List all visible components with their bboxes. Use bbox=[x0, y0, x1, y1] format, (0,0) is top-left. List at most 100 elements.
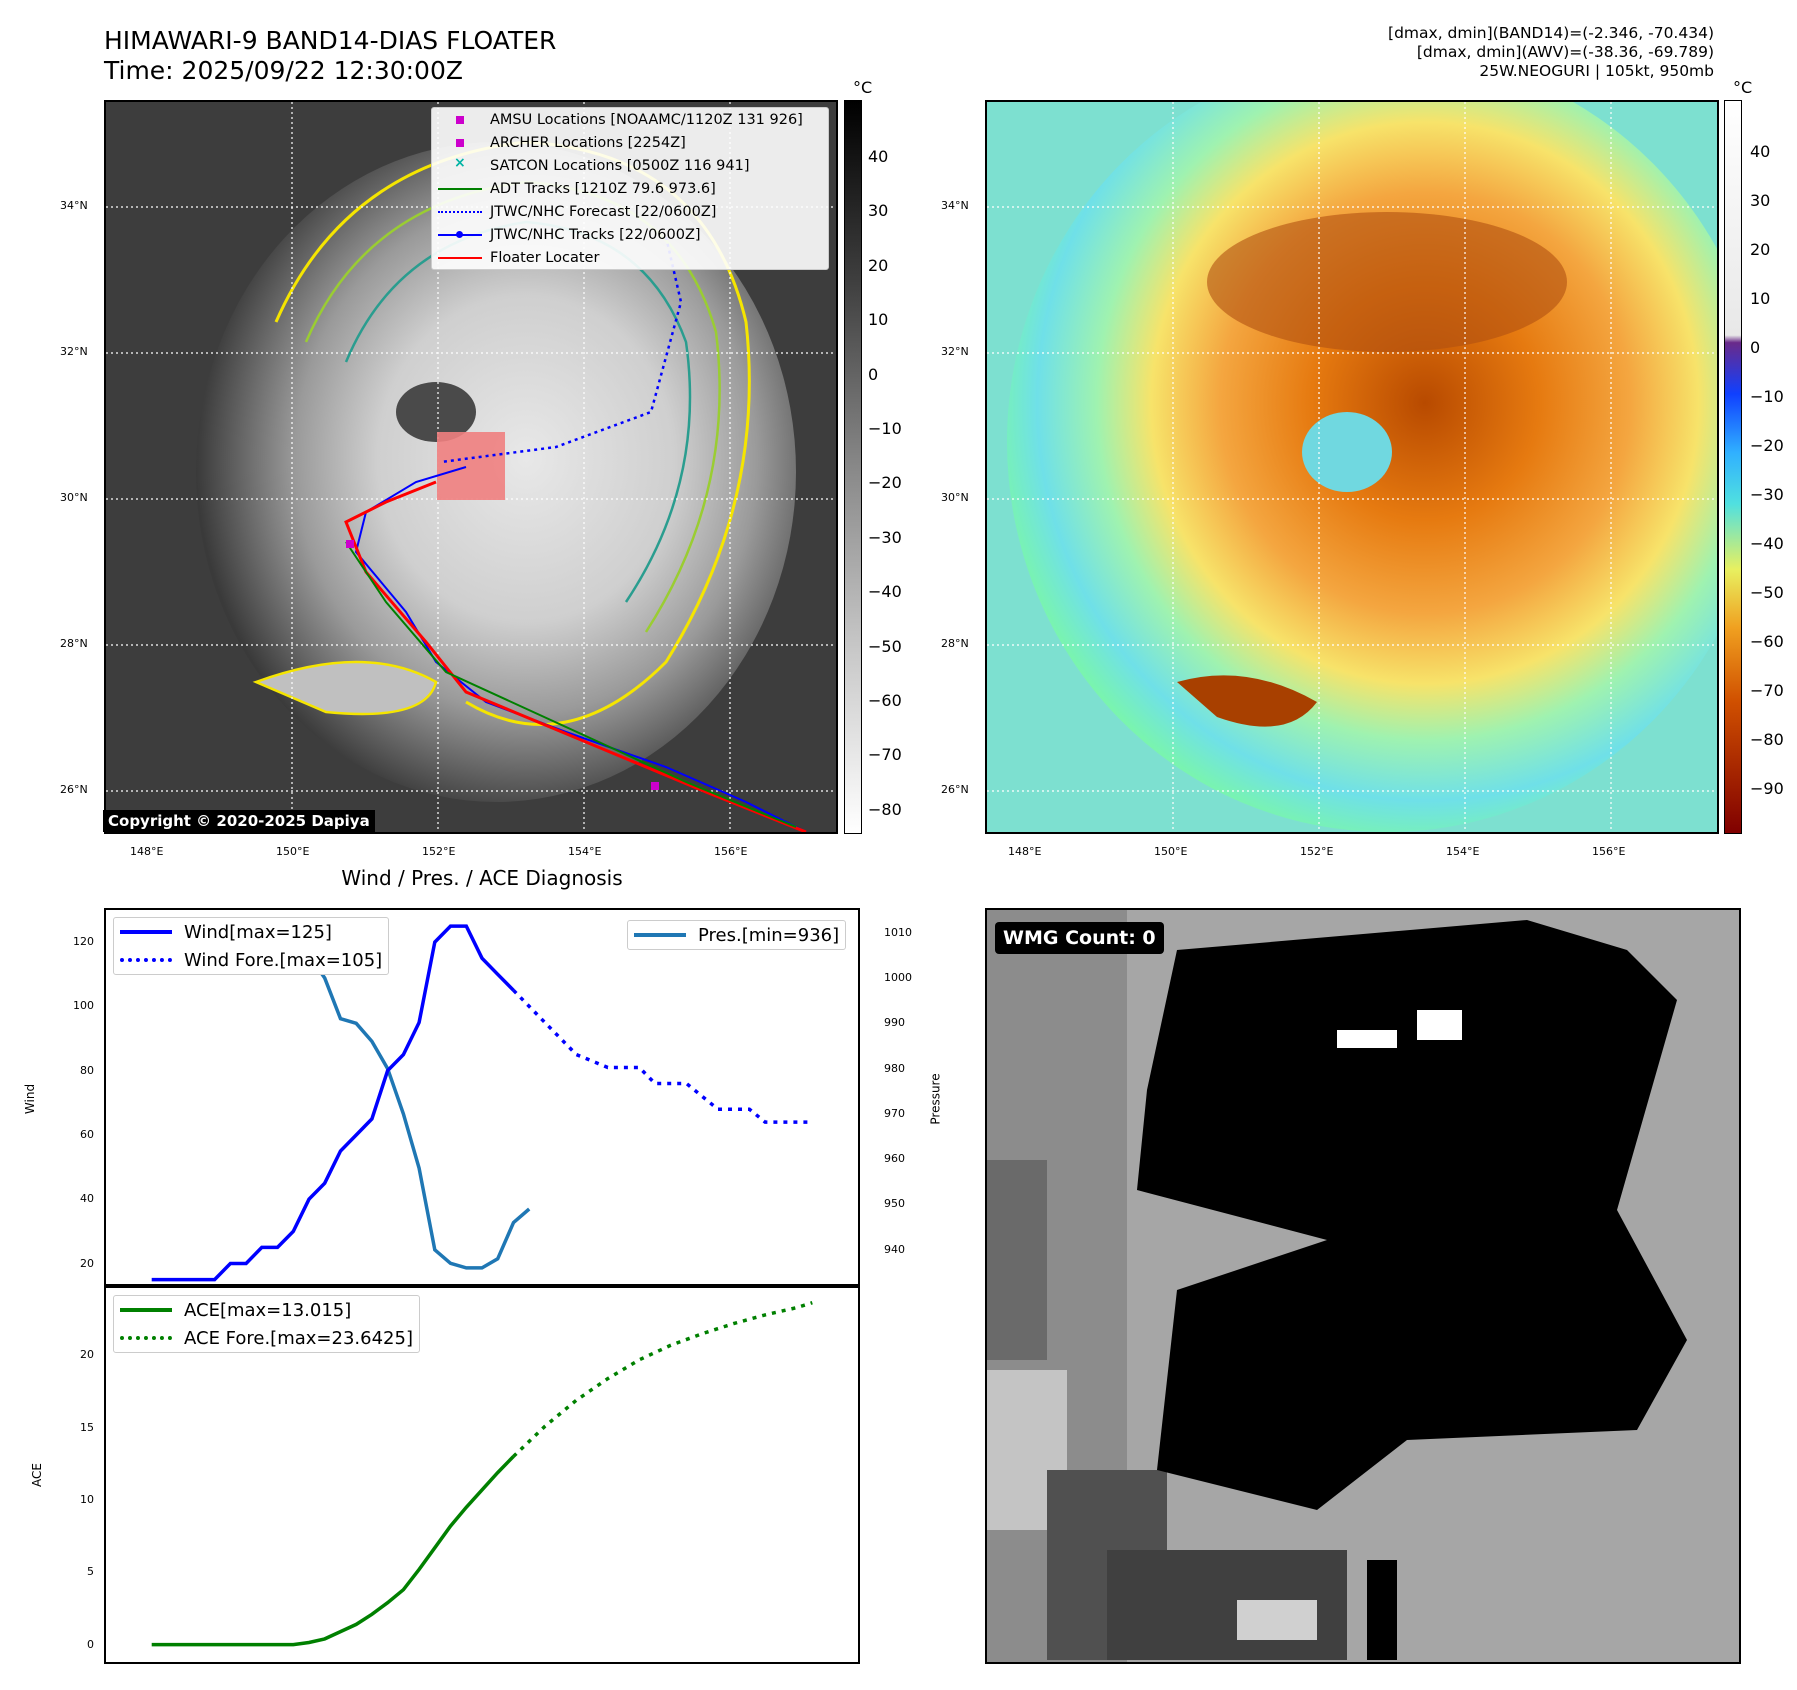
lon-tick: 148°E bbox=[130, 845, 164, 858]
colorbar-tick: −70 bbox=[1750, 681, 1784, 700]
legend-key-icon bbox=[438, 251, 482, 265]
colorbar-tick: −60 bbox=[868, 691, 902, 710]
legend-key-icon bbox=[438, 182, 482, 196]
diagnosis-title: Wind / Pres. / ACE Diagnosis bbox=[341, 866, 623, 890]
ace-chart bbox=[104, 1284, 860, 1664]
colorbar-tick: −90 bbox=[1750, 779, 1784, 798]
legend-item: AMSU Locations [NOAAMC/1120Z 131 926] bbox=[432, 108, 828, 131]
wmg-image bbox=[987, 910, 1739, 1662]
y-tick-label: 940 bbox=[884, 1242, 905, 1256]
legend-item: Wind Fore.[max=105] bbox=[114, 946, 388, 974]
pressure-line bbox=[151, 921, 531, 1270]
legend-item: × SATCON Locations [0500Z 116 941] bbox=[432, 154, 828, 177]
colorbar-tick: 10 bbox=[868, 310, 889, 330]
lon-tick: 154°E bbox=[1446, 845, 1480, 858]
legend-label: SATCON Locations [0500Z 116 941] bbox=[490, 157, 750, 174]
copyright-label: Copyright © 2020-2025 Dapiya bbox=[103, 810, 375, 832]
colorbar-left-unit: °C bbox=[853, 78, 873, 97]
colorbar-tick: −10 bbox=[868, 419, 902, 438]
legend-key-icon bbox=[438, 136, 482, 150]
y-tick-label: 60 bbox=[80, 1127, 94, 1141]
y-tick-label: 970 bbox=[884, 1106, 905, 1120]
title-line-2: Time: 2025/09/22 12:30:00Z bbox=[104, 56, 463, 85]
pressure-axis-label: Pressure bbox=[928, 1073, 943, 1125]
legend-key-icon bbox=[438, 228, 482, 242]
legend-label: AMSU Locations [NOAAMC/1120Z 131 926] bbox=[490, 111, 803, 128]
colorbar-tick: 10 bbox=[1750, 289, 1771, 308]
colorbar-right bbox=[1724, 100, 1742, 834]
wind-line bbox=[151, 924, 515, 1282]
chart-title: HIMAWARI-9 BAND14-DIAS FLOATER Time: 202… bbox=[104, 26, 556, 86]
y-tick-label: 120 bbox=[73, 935, 94, 949]
colorbar-tick: 40 bbox=[1750, 142, 1771, 161]
y-tick-label: 0 bbox=[87, 1637, 94, 1651]
lon-tick: 148°E bbox=[1008, 845, 1042, 858]
y-tick-label: 20 bbox=[80, 1256, 94, 1270]
pressure-legend: Pres.[min=936] bbox=[627, 920, 847, 950]
colorbar-tick: −60 bbox=[1750, 632, 1784, 651]
info-line-2: [dmax, dmin](AWV)=(-38.36, -69.789) bbox=[1416, 43, 1714, 61]
y-tick-label: 990 bbox=[884, 1016, 905, 1030]
wind-axis-label: Wind bbox=[23, 1083, 38, 1115]
colorbar-tick: 30 bbox=[1750, 191, 1771, 210]
y-tick-label: 980 bbox=[884, 1061, 905, 1075]
colorbar-tick: 30 bbox=[868, 201, 889, 221]
y-tick-label: 20 bbox=[80, 1348, 94, 1362]
y-tick-label: 40 bbox=[80, 1192, 94, 1206]
lon-tick: 156°E bbox=[714, 845, 748, 858]
legend-item: Pres.[min=936] bbox=[628, 921, 845, 949]
lat-tick: 32°N bbox=[941, 345, 969, 358]
colorbar-tick: 20 bbox=[868, 255, 889, 275]
lon-tick: 156°E bbox=[1592, 845, 1626, 858]
wind-legend: Wind[max=125] Wind Fore.[max=105] bbox=[113, 917, 390, 975]
y-tick-label: 960 bbox=[884, 1152, 905, 1166]
info-line-1: [dmax, dmin](BAND14)=(-2.346, -70.434) bbox=[1388, 24, 1714, 42]
wmg-panel bbox=[985, 908, 1741, 1664]
lat-tick: 34°N bbox=[60, 199, 88, 212]
legend-key-icon bbox=[438, 205, 482, 219]
info-block: [dmax, dmin](BAND14)=(-2.346, -70.434) [… bbox=[1388, 24, 1714, 81]
legend-item: Floater Locater bbox=[432, 246, 828, 269]
lat-tick: 28°N bbox=[941, 637, 969, 650]
map-legend: AMSU Locations [NOAAMC/1120Z 131 926] ARC… bbox=[431, 107, 829, 270]
ace-forecast-line bbox=[512, 1301, 813, 1458]
lat-tick: 26°N bbox=[941, 783, 969, 796]
y-tick-label: 100 bbox=[73, 999, 94, 1013]
lon-tick: 150°E bbox=[1154, 845, 1188, 858]
legend-item: ARCHER Locations [2254Z] bbox=[432, 131, 828, 154]
title-line-1: HIMAWARI-9 BAND14-DIAS FLOATER bbox=[104, 26, 557, 55]
colorbar-tick: −20 bbox=[868, 473, 902, 493]
y-tick-label: 950 bbox=[884, 1197, 905, 1211]
legend-item: ADT Tracks [1210Z 79.6 973.6] bbox=[432, 177, 828, 200]
colorbar-tick: −50 bbox=[1750, 583, 1784, 602]
y-tick-label: 1010 bbox=[884, 925, 912, 939]
legend-label: ARCHER Locations [2254Z] bbox=[490, 134, 686, 151]
colorbar-tick: −40 bbox=[868, 582, 902, 602]
y-tick-label: 10 bbox=[80, 1493, 94, 1507]
awv-map-image bbox=[987, 102, 1717, 832]
legend-label: JTWC/NHC Tracks [22/0600Z] bbox=[490, 226, 701, 243]
colorbar-tick: 0 bbox=[868, 364, 879, 384]
colorbar-tick: −30 bbox=[868, 527, 902, 547]
lat-tick: 28°N bbox=[60, 637, 88, 650]
lat-tick: 26°N bbox=[60, 783, 88, 796]
legend-label: ACE[max=13.015] bbox=[184, 1299, 352, 1321]
colorbar-tick: −10 bbox=[1750, 387, 1784, 406]
lat-tick: 30°N bbox=[941, 491, 969, 504]
awv-map-panel bbox=[985, 100, 1719, 834]
legend-label: JTWC/NHC Forecast [22/0600Z] bbox=[490, 203, 717, 220]
legend-item: Wind[max=125] bbox=[114, 918, 388, 946]
lon-tick: 152°E bbox=[1300, 845, 1334, 858]
lat-tick: 34°N bbox=[941, 199, 969, 212]
y-tick-label: 15 bbox=[80, 1420, 94, 1434]
ace-legend: ACE[max=13.015] ACE Fore.[max=23.6425] bbox=[113, 1295, 420, 1353]
lon-tick: 150°E bbox=[276, 845, 310, 858]
lat-tick: 32°N bbox=[60, 345, 88, 358]
y-tick-label: 5 bbox=[87, 1565, 94, 1579]
lon-tick: 154°E bbox=[568, 845, 602, 858]
info-line-3: 25W.NEOGURI | 105kt, 950mb bbox=[1479, 62, 1714, 80]
legend-item: JTWC/NHC Forecast [22/0600Z] bbox=[432, 200, 828, 223]
colorbar-tick: −50 bbox=[868, 636, 902, 656]
ace-line bbox=[151, 1455, 515, 1647]
colorbar-tick: −30 bbox=[1750, 485, 1784, 504]
